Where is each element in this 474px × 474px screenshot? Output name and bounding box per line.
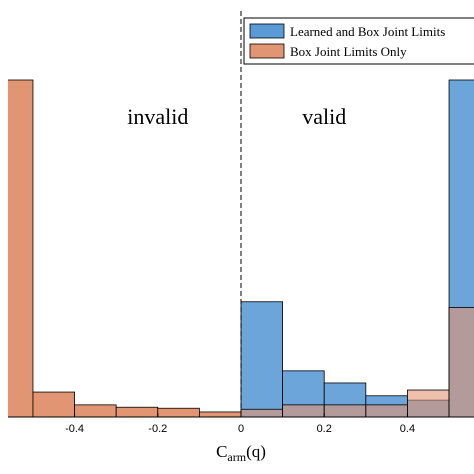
legend-swatch-learned bbox=[249, 23, 285, 39]
bar-box-only-5 bbox=[198, 411, 242, 417]
x-tick-label-3: 0.2 bbox=[317, 423, 332, 435]
x-tick-label-4: 0.4 bbox=[400, 423, 415, 435]
bar-box-only-0 bbox=[8, 79, 34, 417]
bar-box-only-11 bbox=[448, 307, 474, 417]
x-axis-label-main: C bbox=[216, 442, 227, 461]
x-tick-label-1: -0.2 bbox=[148, 423, 167, 435]
legend-swatch-box-only bbox=[249, 43, 285, 59]
bar-box-only-4 bbox=[157, 407, 200, 417]
x-tick-label-0: -0.4 bbox=[65, 423, 84, 435]
x-axis-label-suffix: (q) bbox=[246, 442, 266, 461]
legend: Learned and Box Joint Limits Box Joint L… bbox=[243, 17, 474, 65]
bars-layer bbox=[8, 79, 474, 417]
x-axis-label-subscript: arm bbox=[227, 450, 246, 464]
bar-box-only-2 bbox=[74, 404, 117, 417]
bar-box-only-3 bbox=[115, 406, 159, 417]
annotation-invalid: invalid bbox=[127, 104, 188, 129]
annotation-valid: valid bbox=[302, 104, 346, 129]
bar-learned-0 bbox=[240, 301, 284, 417]
bar-box-only-9 bbox=[365, 404, 408, 417]
bar-box-only-10 bbox=[407, 389, 450, 417]
bar-box-only-6 bbox=[240, 408, 284, 417]
bar-box-only-1 bbox=[32, 391, 75, 417]
bar-box-only-7 bbox=[282, 404, 325, 417]
legend-label-box-only: Box Joint Limits Only bbox=[290, 44, 407, 59]
x-ticks: -0.4 -0.2 0 0.2 0.4 bbox=[65, 413, 415, 435]
bar-box-only-8 bbox=[323, 404, 367, 417]
x-tick-label-2: 0 bbox=[238, 423, 244, 435]
legend-label-learned: Learned and Box Joint Limits bbox=[290, 24, 445, 39]
x-axis-label: Carm(q) bbox=[216, 442, 266, 464]
